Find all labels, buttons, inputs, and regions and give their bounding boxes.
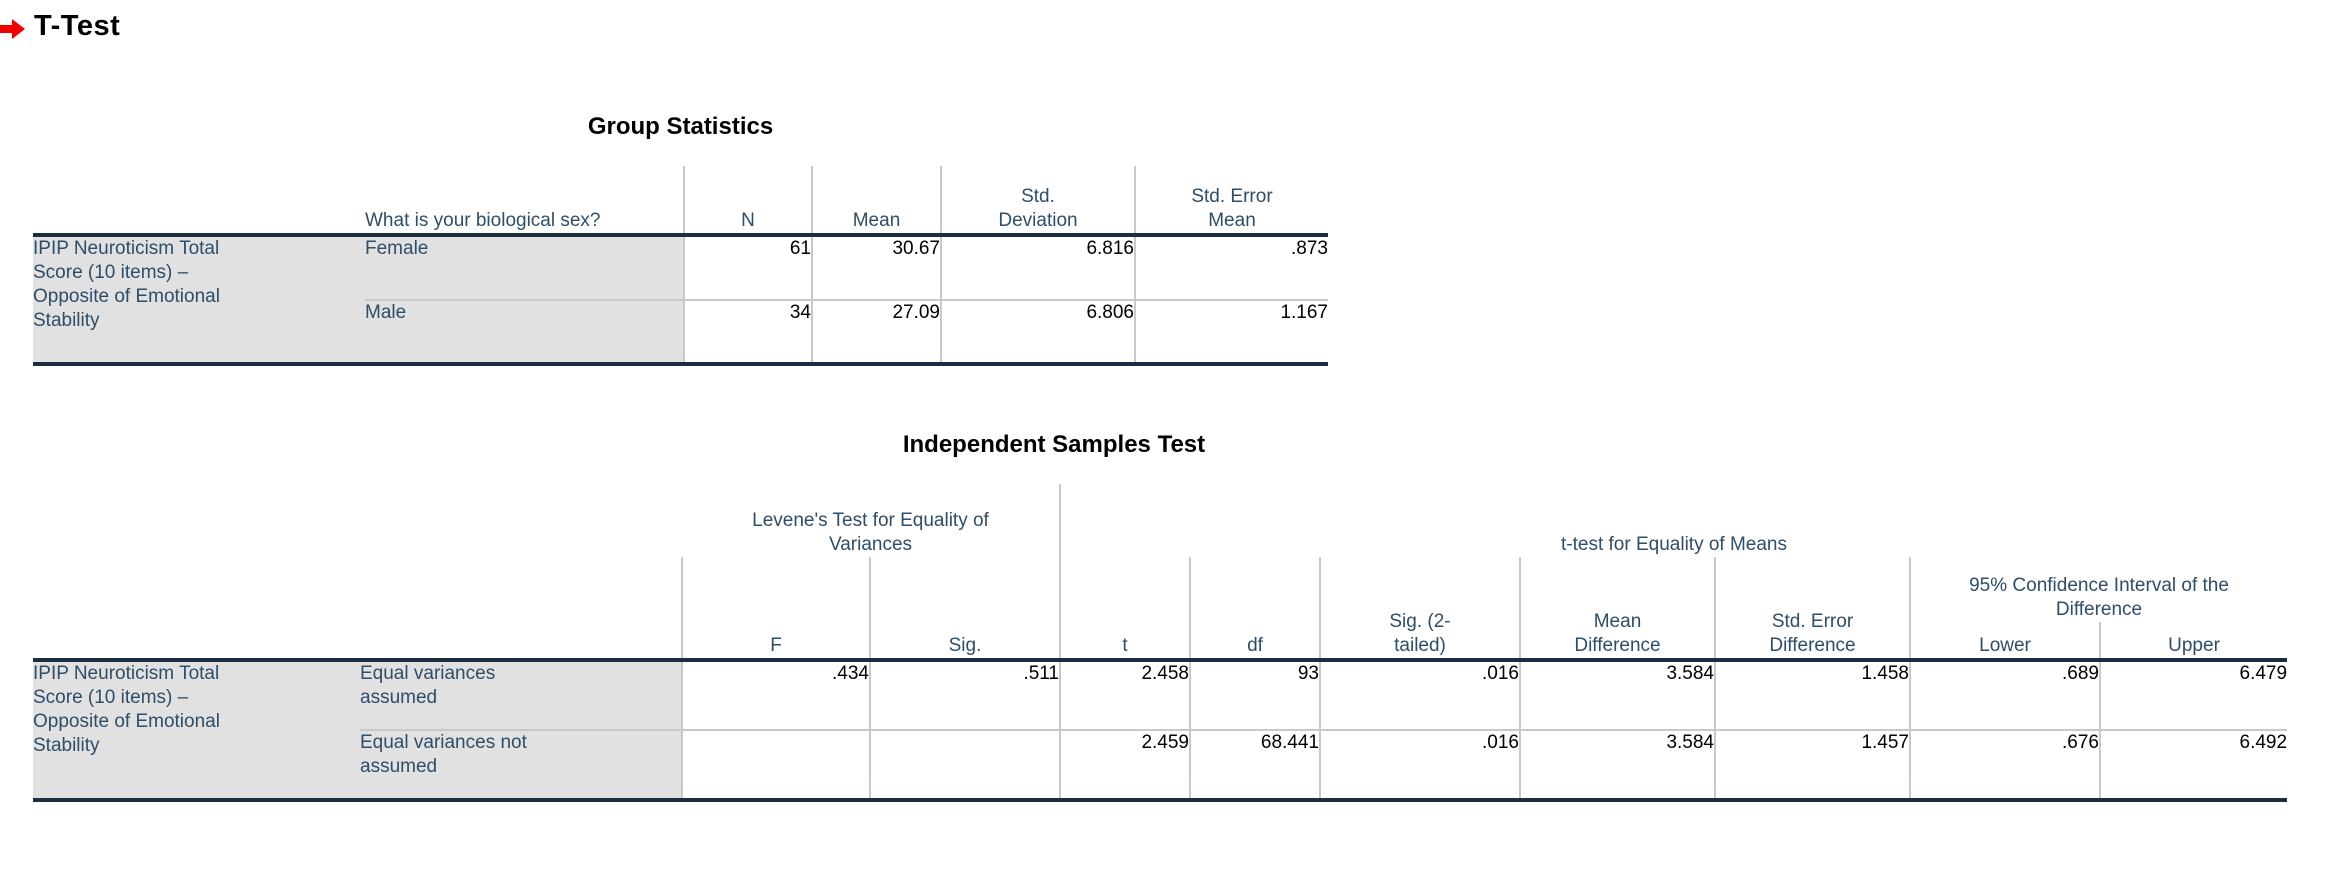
group-statistics-title: Group Statistics: [587, 113, 774, 140]
column-header-upper: Upper: [2098, 622, 2288, 660]
column-header-group: What is your biological sex?: [365, 210, 601, 231]
cell-female-n: 61: [683, 235, 812, 301]
group-statistics-section: Group Statistics What is your biological…: [33, 112, 1328, 366]
cell-eva-sig-2-tailed: .016: [1319, 660, 1520, 731]
cell-evna-sig: [869, 730, 1060, 800]
cell-eva-std-error-difference: 1.458: [1714, 660, 1910, 731]
column-header-n: N: [683, 166, 812, 235]
cell-eva-f: .434: [681, 660, 870, 731]
output-heading: T-Test: [0, 10, 120, 43]
column-header-t: t: [1059, 557, 1190, 660]
row-label-female: Female: [365, 235, 684, 301]
page-title: T-Test: [34, 10, 121, 42]
group-statistics-table[interactable]: What is your biological sex? N Mean Std.…: [33, 166, 1328, 366]
cell-eva-t: 2.458: [1059, 660, 1190, 731]
cell-evna-df: 68.441: [1189, 730, 1320, 800]
cell-evna-mean-difference: 3.584: [1519, 730, 1715, 800]
column-header-lower: Lower: [1909, 622, 2100, 660]
cell-evna-std-error-difference: 1.457: [1714, 730, 1910, 800]
table-row: Equal variances not assumed 2.459 68.441…: [33, 730, 2288, 800]
cell-evna-f: [681, 730, 870, 800]
column-header-f: F: [681, 557, 870, 660]
independent-samples-test-title: Independent Samples Test: [902, 431, 1206, 458]
column-header-sig-2-tailed: Sig. (2-tailed): [1319, 557, 1520, 660]
column-header-sig: Sig.: [869, 557, 1060, 660]
independent-samples-test-table[interactable]: Levene's Test for Equality of Variances …: [33, 484, 2288, 802]
cell-eva-mean-difference: 3.584: [1519, 660, 1715, 731]
table-row: IPIP Neuroticism Total Score (10 items) …: [33, 235, 1328, 364]
column-header-mean-difference: Mean Difference: [1519, 557, 1715, 660]
cell-male-n: 34: [683, 300, 812, 364]
row-label-equal-variances-assumed: Equal variances assumed: [360, 660, 682, 731]
cell-eva-sig: .511: [869, 660, 1060, 731]
red-arrow-icon: [0, 18, 25, 39]
cell-female-mean: 30.67: [811, 235, 941, 301]
independent-samples-test-section: Independent Samples Test Levene's Test f…: [33, 430, 2288, 802]
cell-male-std-deviation: 6.806: [940, 300, 1135, 364]
row-label-variable: IPIP Neuroticism Total Score (10 items) …: [33, 235, 365, 364]
levene-test-header: Levene's Test for Equality of Variances: [752, 510, 989, 555]
cell-eva-lower: .689: [1909, 660, 2100, 731]
column-header-mean: Mean: [811, 166, 941, 235]
ttest-header: t-test for Equality of Means: [1058, 484, 2288, 557]
table-row: IPIP Neuroticism Total Score (10 items) …: [33, 660, 2288, 800]
cell-eva-upper: 6.479: [2098, 660, 2288, 731]
column-header-std-error-difference: Std. Error Difference: [1714, 557, 1910, 660]
cell-evna-sig-2-tailed: .016: [1319, 730, 1520, 800]
stub-corner: [33, 484, 682, 660]
confidence-interval-header: 95% Confidence Interval of the Differenc…: [1908, 557, 2288, 622]
cell-evna-t: 2.459: [1059, 730, 1190, 800]
cell-female-std-error-mean: .873: [1134, 235, 1328, 301]
column-header-df: df: [1189, 557, 1320, 660]
row-label-equal-variances-not-assumed: Equal variances not assumed: [360, 730, 682, 800]
row-label-male: Male: [365, 300, 684, 364]
stub-corner: [33, 166, 365, 235]
column-header-std-deviation: Std. Deviation: [940, 166, 1135, 235]
cell-male-std-error-mean: 1.167: [1134, 300, 1328, 364]
cell-male-mean: 27.09: [811, 300, 941, 364]
cell-evna-upper: 6.492: [2098, 730, 2288, 800]
column-header-std-error-mean: Std. Error Mean: [1134, 166, 1328, 235]
cell-evna-lower: .676: [1909, 730, 2100, 800]
cell-eva-df: 93: [1189, 660, 1320, 731]
table-row: Male 34 27.09 6.806 1.167: [33, 300, 1328, 364]
cell-female-std-deviation: 6.816: [940, 235, 1135, 301]
row-label-variable: IPIP Neuroticism Total Score (10 items) …: [33, 660, 360, 800]
